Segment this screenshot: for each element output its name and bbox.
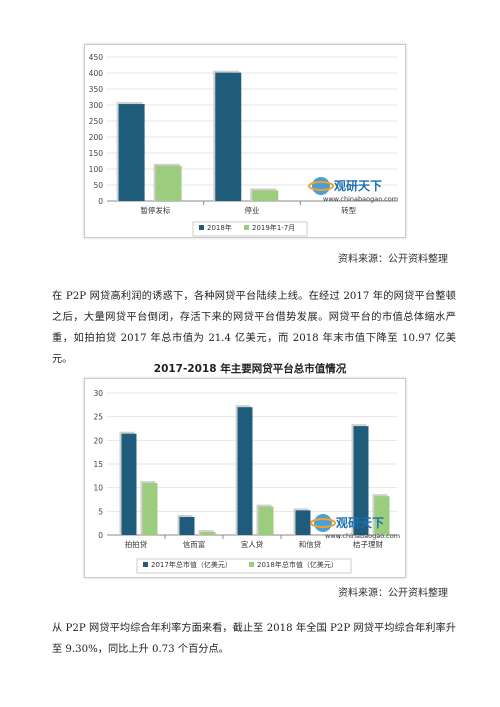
- globe-icon: [314, 514, 332, 532]
- legend-swatch: [199, 225, 204, 230]
- bar: [252, 190, 279, 201]
- chart-title: 2017-2018 年主要网贷平台总市值情况: [153, 363, 347, 375]
- y-tick-label: 0: [98, 197, 103, 206]
- y-tick-label: 25: [93, 413, 103, 422]
- bar: [353, 426, 369, 535]
- legend-label: 2018年: [207, 223, 232, 232]
- y-tick-label: 250: [89, 117, 104, 126]
- source-note-2: 资料来源：公开资料整理: [338, 588, 448, 599]
- y-tick-label: 15: [93, 460, 103, 469]
- y-tick-label: 300: [89, 101, 104, 110]
- chart-platform-status: 0 50 100 150 200 250 300 350 400 450 暂停发标 停业 转型 2018年…: [84, 44, 406, 238]
- watermark-logo: 观研天下 www.chinabaogao.com: [308, 177, 398, 203]
- legend-label: 2018年总市值（亿美元）: [257, 560, 338, 569]
- bar: [121, 433, 137, 535]
- chart-market-value: 0 5 10 15 20 25 30 拍拍贷 信而富 宜人贷 和信贷 桔子理财 2017年总市值（亿美元…: [84, 378, 406, 578]
- bar: [200, 532, 216, 535]
- x-tick-label: 宜人贷: [241, 539, 264, 549]
- bar: [118, 104, 145, 201]
- body-paragraph-2: 从 P2P 网贷平均综合年利率方面来看，截止至 2018 年全国 P2P 网贷平…: [52, 623, 456, 655]
- y-tick-label: 5: [98, 507, 103, 516]
- legend-swatch: [249, 562, 254, 567]
- bar: [374, 496, 390, 535]
- legend-box: [192, 221, 308, 237]
- bar: [155, 165, 182, 201]
- watermark-text: 观研天下: [336, 516, 384, 530]
- y-tick-label: 10: [93, 484, 103, 493]
- y-tick-label: 350: [89, 85, 104, 94]
- y-tick-label: 100: [89, 165, 104, 174]
- y-tick-label: 150: [89, 149, 104, 158]
- bar: [179, 517, 195, 535]
- y-tick-label: 200: [89, 133, 104, 142]
- watermark-url: www.chinabaogao.com: [325, 532, 400, 540]
- x-tick-label: 拍拍贷: [125, 539, 148, 549]
- x-tick-label: 停业: [245, 205, 260, 215]
- legend: 2017年总市值（亿美元） 2018年总市值（亿美元）: [136, 558, 352, 574]
- y-tick-label: 30: [93, 389, 103, 398]
- orbit-ring-icon: [308, 181, 334, 191]
- x-tick-label: 和信贷: [299, 539, 322, 549]
- watermark-url: www.chinabaogao.com: [323, 195, 398, 203]
- y-tick-label: 0: [98, 531, 103, 540]
- bar: [295, 510, 311, 535]
- x-tick-label: 转型: [341, 205, 356, 215]
- y-tick-label: 20: [93, 436, 103, 445]
- watermark-logo: 观研天下 www.chinabaogao.com: [310, 514, 400, 540]
- bar: [258, 506, 274, 535]
- x-tick-label: 暂停发标: [140, 205, 170, 215]
- bar: [142, 483, 158, 535]
- source-note-1: 资料来源：公开资料整理: [338, 254, 448, 265]
- y-tick-label: 400: [89, 69, 104, 78]
- x-tick-label: 信而富: [183, 539, 206, 549]
- legend-label: 2017年总市值（亿美元）: [151, 560, 232, 569]
- legend: 2018年 2019年1-7月: [192, 221, 308, 237]
- legend-box: [136, 558, 352, 574]
- body-paragraph-1: 在 P2P 网贷高利润的诱惑下，各种网贷平台陆续上线。在经过 2017 年的网贷…: [52, 291, 456, 365]
- bar-chart-1: 0 50 100 150 200 250 300 350 400 450 暂停发标 停业 转型 2018年…: [89, 53, 398, 237]
- x-tick-label: 桔子理财: [353, 539, 383, 549]
- watermark-text: 观研天下: [334, 179, 382, 193]
- legend-label: 2019年1-7月: [252, 223, 295, 232]
- legend-swatch: [244, 225, 249, 230]
- globe-icon: [312, 177, 330, 195]
- orbit-ring-icon: [310, 518, 336, 528]
- bar: [237, 407, 253, 535]
- y-tick-label: 50: [93, 181, 103, 190]
- bar: [215, 72, 242, 202]
- y-tick-label: 450: [89, 53, 104, 62]
- legend-swatch: [143, 562, 148, 567]
